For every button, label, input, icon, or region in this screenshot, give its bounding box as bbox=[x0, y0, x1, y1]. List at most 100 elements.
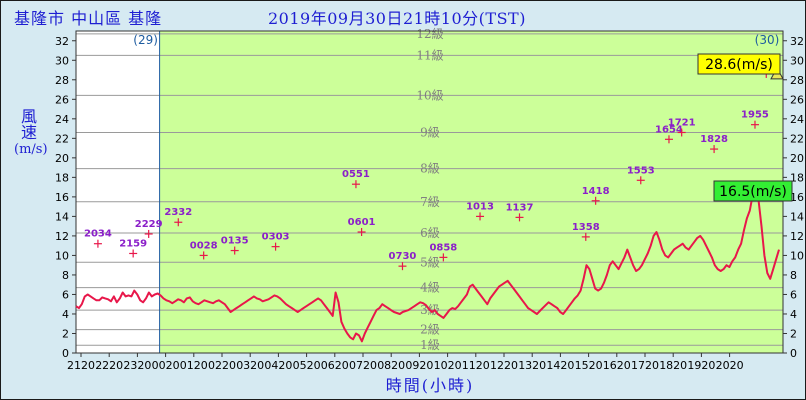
gust-time-label: 1137 bbox=[506, 202, 534, 213]
x-tick-label: 0420 bbox=[264, 359, 292, 372]
beaufort-label: 4級 bbox=[420, 281, 440, 295]
current-day-area bbox=[159, 31, 784, 353]
y-tick-label-left: 32 bbox=[55, 35, 69, 48]
gust-time-label: 1955 bbox=[741, 110, 769, 121]
x-tick-label: 1220 bbox=[490, 359, 518, 372]
x-tick-label: 0220 bbox=[208, 359, 236, 372]
beaufort-label: 1級 bbox=[420, 338, 440, 352]
x-tick-label: 0920 bbox=[405, 359, 433, 372]
gust-time-label: 0730 bbox=[389, 251, 417, 262]
y-tick-label-right: 10 bbox=[790, 249, 804, 262]
y-tick-label-right: 30 bbox=[790, 54, 804, 67]
y-tick-label-right: 6 bbox=[790, 288, 797, 301]
beaufort-label: 6級 bbox=[420, 226, 440, 240]
day-label-curr: (30) bbox=[755, 33, 780, 47]
x-tick-label: 1720 bbox=[631, 359, 659, 372]
beaufort-label: 12級 bbox=[416, 27, 443, 41]
gust-time-label: 0601 bbox=[348, 217, 376, 228]
gust-time-label: 1418 bbox=[582, 186, 610, 197]
y-tick-label-left: 8 bbox=[62, 269, 69, 282]
chart-header: 基隆市 中山區 基隆 2019年09月30日21時10分(TST) bbox=[0, 5, 806, 28]
gust-time-label: 1553 bbox=[627, 165, 655, 176]
day-label-prev: (29) bbox=[133, 33, 158, 47]
x-tick-label: 2020 bbox=[716, 359, 744, 372]
y-tick-label-right: 16 bbox=[790, 191, 804, 204]
y-tick-label-left: 30 bbox=[55, 54, 69, 67]
beaufort-label: 9級 bbox=[420, 125, 440, 139]
y-tick-label-right: 20 bbox=[790, 152, 804, 165]
max-wind-box bbox=[713, 180, 793, 202]
x-tick-label: 0820 bbox=[377, 359, 405, 372]
y-tick-label-left: 4 bbox=[62, 308, 69, 321]
beaufort-label: 5級 bbox=[420, 255, 440, 269]
y-axis-title: 風速 (m/s) bbox=[14, 108, 48, 160]
x-tick-label: 2220 bbox=[95, 359, 123, 372]
y-tick-label-left: 2 bbox=[62, 327, 69, 340]
x-tick-label: 0620 bbox=[321, 359, 349, 372]
y-tick-label-left: 28 bbox=[55, 74, 69, 87]
y-axis-unit: (m/s) bbox=[14, 142, 48, 157]
gust-time-label: 1013 bbox=[466, 201, 494, 212]
max-gust-value: 28.6(m/s) bbox=[705, 57, 773, 73]
x-tick-label: 1120 bbox=[462, 359, 490, 372]
beaufort-label: 11級 bbox=[416, 48, 443, 62]
station-location: 基隆市 中山區 基隆 bbox=[14, 9, 163, 28]
y-tick-label-right: 24 bbox=[790, 113, 804, 126]
max-wind-value: 16.5(m/s) bbox=[719, 184, 787, 200]
y-tick-label-left: 26 bbox=[55, 93, 69, 106]
x-tick-label: 0120 bbox=[180, 359, 208, 372]
y-tick-label-left: 24 bbox=[55, 113, 69, 126]
y-tick-label-right: 12 bbox=[790, 230, 804, 243]
y-axis-label: 風速 bbox=[18, 108, 37, 140]
x-tick-label: 0720 bbox=[349, 359, 377, 372]
y-tick-label-left: 6 bbox=[62, 288, 69, 301]
y-tick-label-right: 22 bbox=[790, 132, 804, 145]
gust-time-label: 0551 bbox=[342, 169, 370, 180]
y-tick-label-left: 0 bbox=[62, 347, 69, 360]
x-tick-label: 1320 bbox=[518, 359, 546, 372]
y-tick-label-right: 32 bbox=[790, 35, 804, 48]
y-tick-label-right: 4 bbox=[790, 308, 797, 321]
y-tick-label-left: 10 bbox=[55, 249, 69, 262]
y-tick-label-left: 20 bbox=[55, 152, 69, 165]
gust-time-label: 0303 bbox=[262, 232, 290, 243]
x-tick-label: 0320 bbox=[236, 359, 264, 372]
y-tick-label-right: 26 bbox=[790, 93, 804, 106]
beaufort-label: 7級 bbox=[420, 195, 440, 209]
x-tick-label: 2120 bbox=[67, 359, 95, 372]
x-axis-title: 時間(小時) bbox=[385, 376, 475, 395]
x-tick-label: 0020 bbox=[152, 359, 180, 372]
y-tick-label-left: 22 bbox=[55, 132, 69, 145]
observation-datetime: 2019年09月30日21時10分(TST) bbox=[268, 9, 526, 28]
beaufort-label: 10級 bbox=[416, 88, 443, 102]
y-tick-label-left: 12 bbox=[55, 230, 69, 243]
y-tick-label-right: 0 bbox=[790, 347, 797, 360]
wind-speed-line bbox=[75, 191, 780, 343]
y-tick-label-right: 8 bbox=[790, 269, 797, 282]
gust-time-label: 1358 bbox=[572, 222, 600, 233]
x-tick-label: 1520 bbox=[575, 359, 603, 372]
x-tick-label: 1420 bbox=[546, 359, 574, 372]
y-tick-label-left: 16 bbox=[55, 191, 69, 204]
y-tick-label-right: 14 bbox=[790, 210, 804, 223]
x-tick-label: 2320 bbox=[123, 359, 151, 372]
y-tick-label-right: 28 bbox=[790, 74, 804, 87]
gust-time-label: 2229 bbox=[135, 219, 163, 230]
gust-time-label: 2159 bbox=[119, 238, 147, 249]
beaufort-label: 8級 bbox=[420, 162, 440, 176]
y-tick-label-right: 2 bbox=[790, 327, 797, 340]
gust-time-label: 1828 bbox=[700, 134, 728, 145]
gust-time-label: 1654 bbox=[655, 124, 683, 135]
y-tick-label-right: 18 bbox=[790, 171, 804, 184]
beaufort-label: 2級 bbox=[420, 323, 440, 337]
x-tick-label: 1920 bbox=[687, 359, 715, 372]
y-tick-label-left: 18 bbox=[55, 171, 69, 184]
gust-time-label: 1721 bbox=[668, 117, 696, 128]
gust-time-label: 2332 bbox=[164, 207, 192, 218]
gust-time-label: 0858 bbox=[429, 242, 457, 253]
x-tick-label: 1020 bbox=[434, 359, 462, 372]
y-tick-label-left: 14 bbox=[55, 210, 69, 223]
gust-time-label: 2034 bbox=[84, 229, 112, 240]
gust-time-label: 0028 bbox=[190, 240, 218, 251]
